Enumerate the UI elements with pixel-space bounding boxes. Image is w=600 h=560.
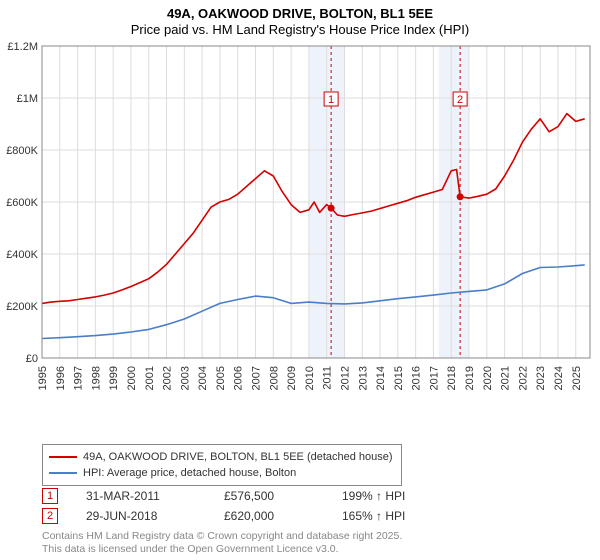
legend: 49A, OAKWOOD DRIVE, BOLTON, BL1 5EE (det… [42, 444, 402, 486]
sale-date: 29-JUN-2018 [86, 509, 196, 523]
svg-text:2009: 2009 [286, 366, 298, 390]
sale-price: £576,500 [224, 489, 314, 503]
svg-text:2016: 2016 [411, 366, 423, 390]
legend-label: 49A, OAKWOOD DRIVE, BOLTON, BL1 5EE (det… [83, 449, 393, 465]
sale-date: 31-MAR-2011 [86, 489, 196, 503]
svg-text:2018: 2018 [446, 366, 458, 390]
svg-text:2005: 2005 [215, 366, 227, 390]
svg-text:2001: 2001 [144, 366, 156, 390]
svg-text:2006: 2006 [233, 366, 245, 390]
sales-table: 1 31-MAR-2011 £576,500 199% ↑ HPI 2 29-J… [42, 486, 442, 526]
sale-pct: 199% ↑ HPI [342, 489, 442, 503]
legend-item: 49A, OAKWOOD DRIVE, BOLTON, BL1 5EE (det… [49, 449, 393, 465]
svg-text:1997: 1997 [73, 366, 85, 390]
svg-text:2024: 2024 [553, 366, 565, 390]
sale-badge: 1 [42, 488, 58, 504]
svg-text:2011: 2011 [322, 366, 334, 390]
svg-text:2003: 2003 [179, 366, 191, 390]
legend-label: HPI: Average price, detached house, Bolt… [83, 465, 296, 481]
sale-row: 1 31-MAR-2011 £576,500 199% ↑ HPI [42, 486, 442, 506]
chart: 1 2 £0 £200K £400K £600K £800K £1M £1.2M 1995 1996… [0, 40, 600, 440]
footer-line: This data is licensed under the Open Gov… [42, 543, 402, 556]
svg-text:2025: 2025 [571, 366, 583, 390]
footer-line: Contains HM Land Registry data © Crown c… [42, 530, 402, 543]
svg-text:2004: 2004 [197, 366, 209, 390]
svg-text:2019: 2019 [464, 366, 476, 390]
legend-swatch [49, 456, 77, 458]
svg-text:1998: 1998 [90, 366, 102, 390]
svg-text:2010: 2010 [304, 366, 316, 390]
svg-text:2000: 2000 [126, 366, 138, 390]
title-block: 49A, OAKWOOD DRIVE, BOLTON, BL1 5EE Pric… [0, 0, 600, 39]
svg-text:2020: 2020 [482, 366, 494, 390]
svg-text:2013: 2013 [357, 366, 369, 390]
svg-text:2008: 2008 [268, 366, 280, 390]
svg-text:2022: 2022 [517, 366, 529, 390]
svg-text:£1.2M: £1.2M [7, 41, 38, 53]
sale-row: 2 29-JUN-2018 £620,000 165% ↑ HPI [42, 506, 442, 526]
svg-text:£200K: £200K [6, 301, 38, 313]
title-subtitle: Price paid vs. HM Land Registry's House … [0, 22, 600, 38]
svg-text:£600K: £600K [6, 197, 38, 209]
svg-text:£400K: £400K [6, 249, 38, 261]
svg-text:2: 2 [457, 94, 463, 106]
svg-text:2002: 2002 [162, 366, 174, 390]
svg-text:2023: 2023 [535, 366, 547, 390]
legend-item: HPI: Average price, detached house, Bolt… [49, 465, 393, 481]
svg-text:2014: 2014 [375, 366, 387, 390]
svg-text:1996: 1996 [55, 366, 67, 390]
svg-text:£1M: £1M [17, 93, 38, 105]
svg-text:2012: 2012 [339, 366, 351, 390]
title-address: 49A, OAKWOOD DRIVE, BOLTON, BL1 5EE [0, 6, 600, 22]
svg-text:£0: £0 [26, 353, 38, 365]
svg-text:2021: 2021 [500, 366, 512, 390]
svg-text:1995: 1995 [37, 366, 49, 390]
svg-text:1: 1 [328, 94, 334, 106]
sale-pct: 165% ↑ HPI [342, 509, 442, 523]
svg-text:2007: 2007 [251, 366, 263, 390]
sale-price: £620,000 [224, 509, 314, 523]
svg-text:2015: 2015 [393, 366, 405, 390]
svg-text:2017: 2017 [428, 366, 440, 390]
footer: Contains HM Land Registry data © Crown c… [42, 530, 402, 556]
sale-badge: 2 [42, 508, 58, 524]
chart-svg: 1 2 £0 £200K £400K £600K £800K £1M £1.2M 1995 1996… [0, 40, 600, 440]
svg-text:£800K: £800K [6, 145, 38, 157]
legend-swatch [49, 472, 77, 474]
svg-text:1999: 1999 [108, 366, 120, 390]
